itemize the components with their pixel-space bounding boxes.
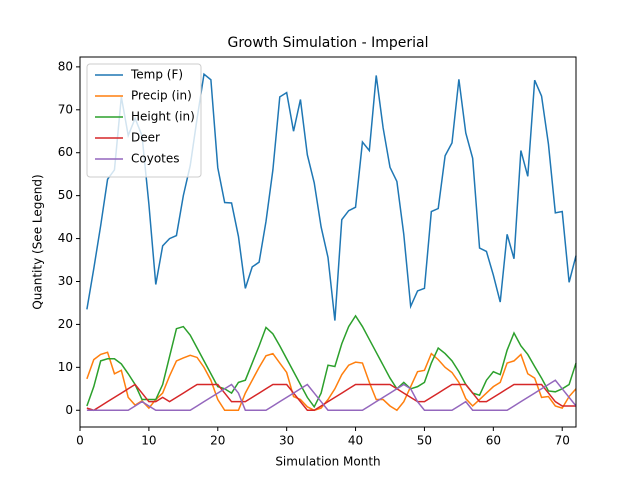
x-tick-label: 30 (279, 434, 294, 448)
x-tick-label: 50 (417, 434, 432, 448)
legend-box (86, 63, 202, 178)
series-line (86, 314, 577, 409)
x-tick-label: 0 (76, 434, 84, 448)
legend-label: Temp (F) (130, 68, 183, 82)
x-tick-label: 70 (555, 434, 570, 448)
y-tick-label: 10 (58, 360, 73, 374)
x-tick-label: 20 (210, 434, 225, 448)
y-tick-label: 60 (58, 145, 73, 159)
legend: Temp (F) Precip (in) Height (in) Deer Coyote… (86, 63, 202, 178)
series-line (86, 72, 577, 321)
x-tick-label: 60 (486, 434, 501, 448)
y-tick-label: 80 (58, 59, 73, 73)
x-tick-label: 10 (141, 434, 156, 448)
y-tick-label: 30 (58, 274, 73, 288)
chart-title: Growth Simulation - Imperial (227, 35, 428, 51)
y-tick-label: 50 (58, 188, 73, 202)
y-tick-label: 0 (65, 403, 73, 417)
series-line (86, 379, 577, 412)
series-line (86, 383, 576, 412)
plot-frame (79, 56, 577, 428)
x-axis-label: Simulation Month (275, 455, 380, 469)
x-tick-label: 40 (348, 434, 363, 448)
y-axis-label: Quantity (See Legend) (31, 174, 45, 309)
legend-label: Precip (in) (131, 89, 192, 103)
series-line (86, 351, 577, 412)
y-tick-label: 20 (58, 317, 73, 331)
y-tick-label: 70 (58, 102, 73, 116)
y-tick-label: 40 (58, 231, 73, 245)
legend-label: Coyotes (131, 152, 180, 166)
legend-label: Height (in) (131, 110, 195, 124)
legend-label: Deer (131, 131, 160, 145)
